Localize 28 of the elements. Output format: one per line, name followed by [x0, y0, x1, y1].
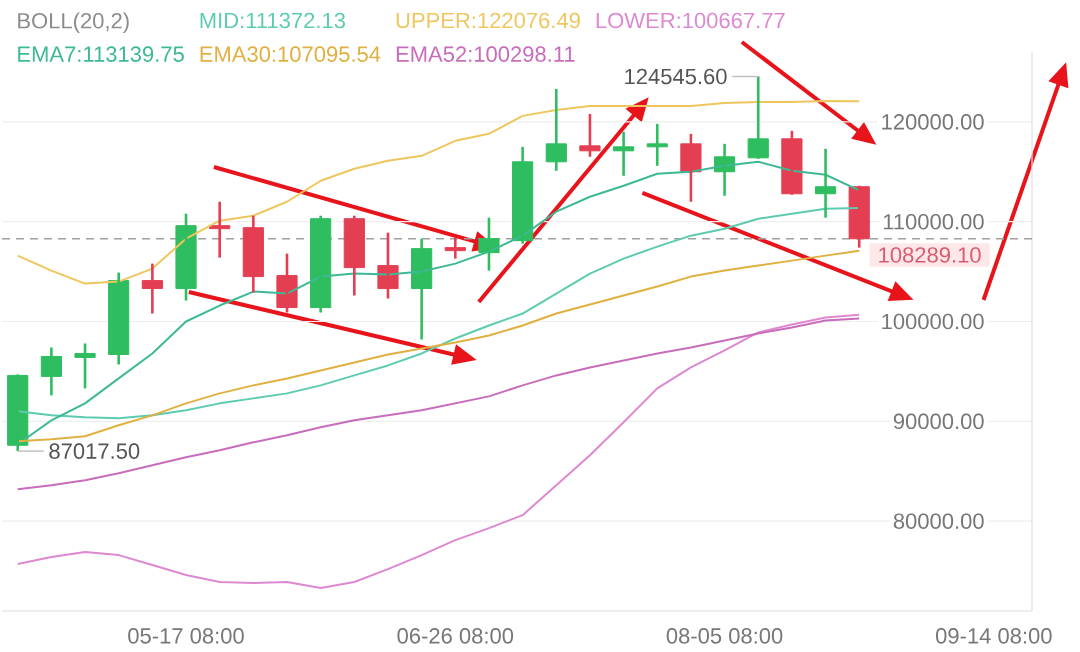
x-tick-label: 08-05 08:00 [666, 628, 783, 644]
y-tick-label: 100000.00 [882, 313, 984, 330]
annotation: 124545.60 [625, 68, 727, 85]
annotation: 87017.50 [49, 443, 140, 459]
y-tick-label: 80000.00 [893, 513, 984, 529]
y-tick-label: 110000.00 [883, 213, 984, 230]
candlestick [175, 212, 197, 302]
line-series [16, 313, 861, 590]
text: EMA7:113139.75 [18, 46, 184, 62]
text: MID:111372.13 [200, 12, 345, 29]
x-tick-label: 06-26 08:00 [397, 628, 514, 644]
text: EMA52:100298.11 [396, 46, 575, 62]
text: LOWER:100667.77 [596, 12, 785, 29]
line-series [16, 206, 861, 420]
candlestick [74, 342, 96, 390]
ref-line-label: 108289.10 [879, 247, 981, 263]
x-tick-label: 05-17 08:00 [128, 628, 244, 644]
text: UPPER:122076.49 [396, 12, 580, 29]
candlestick [680, 132, 702, 204]
y-tick-label: 120000.00 [882, 114, 984, 130]
line-series [16, 249, 861, 443]
candlestick [747, 75, 769, 161]
text: EMA30:107095.54 [200, 46, 381, 62]
y-tick-label: 90000.00 [893, 413, 984, 430]
x-tick-label: 09-14 08:00 [935, 628, 1052, 644]
candlestick [781, 129, 803, 197]
legend-title: BOLL(20,2) [18, 12, 129, 33]
candlestick [579, 112, 601, 159]
